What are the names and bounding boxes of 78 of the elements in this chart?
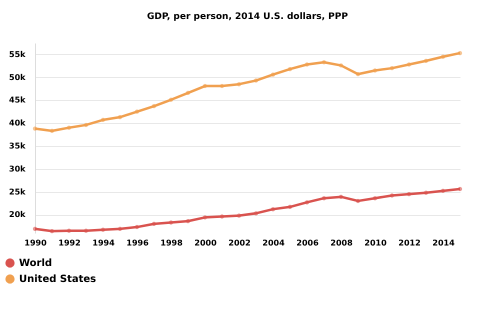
x-tick-label: 1990 — [24, 238, 48, 248]
point — [254, 78, 258, 83]
point — [356, 72, 360, 76]
y-tick-label: 35k — [9, 142, 26, 151]
point — [458, 50, 462, 56]
point — [152, 104, 156, 108]
point — [390, 193, 394, 198]
point — [100, 228, 106, 232]
point — [168, 98, 174, 102]
y-tick-label: 55k — [9, 50, 26, 59]
point — [304, 62, 310, 67]
x-tick-label: 2008 — [330, 238, 354, 248]
point — [118, 226, 122, 231]
point — [186, 218, 190, 224]
point — [66, 126, 72, 130]
point — [356, 198, 360, 204]
point — [236, 82, 242, 86]
x-tick-label: 2010 — [364, 238, 388, 248]
point — [338, 63, 344, 68]
point — [100, 118, 106, 122]
point — [424, 58, 428, 63]
y-tick-label: 40k — [9, 118, 26, 128]
x-tick-label: 1996 — [126, 238, 150, 248]
point — [220, 84, 224, 88]
point — [390, 66, 394, 70]
point — [406, 192, 412, 196]
point — [270, 72, 276, 77]
y-tick-label: 20k — [9, 210, 26, 220]
x-tick-label: 2004 — [262, 238, 286, 248]
chart-title: GDP, per person, 2014 U.S. dollars, PPP — [147, 12, 348, 22]
x-tick-label: 2014 — [432, 238, 456, 248]
legend-label: United States — [19, 274, 96, 285]
point — [186, 90, 190, 96]
point — [304, 200, 310, 204]
point — [440, 188, 446, 193]
legend-label: World — [19, 258, 52, 269]
point — [50, 229, 54, 234]
point — [202, 215, 208, 220]
y-tick-label: 50k — [9, 72, 26, 82]
point — [220, 214, 224, 219]
point — [440, 54, 446, 59]
point — [338, 194, 344, 199]
x-tick-label: 2002 — [228, 238, 251, 248]
point — [372, 196, 378, 200]
x-tick-label: 2000 — [194, 238, 218, 248]
point — [236, 213, 242, 218]
point — [288, 204, 292, 210]
point — [270, 207, 276, 212]
point — [118, 115, 122, 120]
x-tick-label: 1994 — [92, 238, 116, 248]
point — [254, 211, 258, 216]
point — [134, 110, 140, 114]
point — [288, 66, 292, 72]
point — [322, 60, 326, 64]
y-tick-label: 25k — [9, 187, 26, 196]
point — [168, 220, 174, 225]
line-series — [32, 50, 462, 134]
point — [322, 196, 326, 200]
point — [84, 122, 88, 128]
point — [50, 128, 54, 134]
y-tick-label: 45k — [9, 96, 26, 105]
point — [32, 226, 38, 231]
point — [372, 68, 378, 73]
x-tick-label: 2012 — [398, 238, 421, 248]
point — [458, 186, 462, 192]
point — [84, 228, 88, 233]
x-tick-label: 1992 — [58, 238, 81, 248]
point — [406, 62, 412, 67]
point — [424, 190, 428, 195]
point — [32, 126, 38, 131]
y-tick-label: 30k — [9, 164, 26, 174]
line-series — [32, 186, 462, 234]
point — [152, 222, 156, 226]
x-tick-label: 2006 — [296, 238, 320, 248]
point — [202, 84, 208, 88]
point — [66, 228, 72, 233]
x-tick-label: 1998 — [160, 238, 184, 248]
point — [134, 224, 140, 230]
